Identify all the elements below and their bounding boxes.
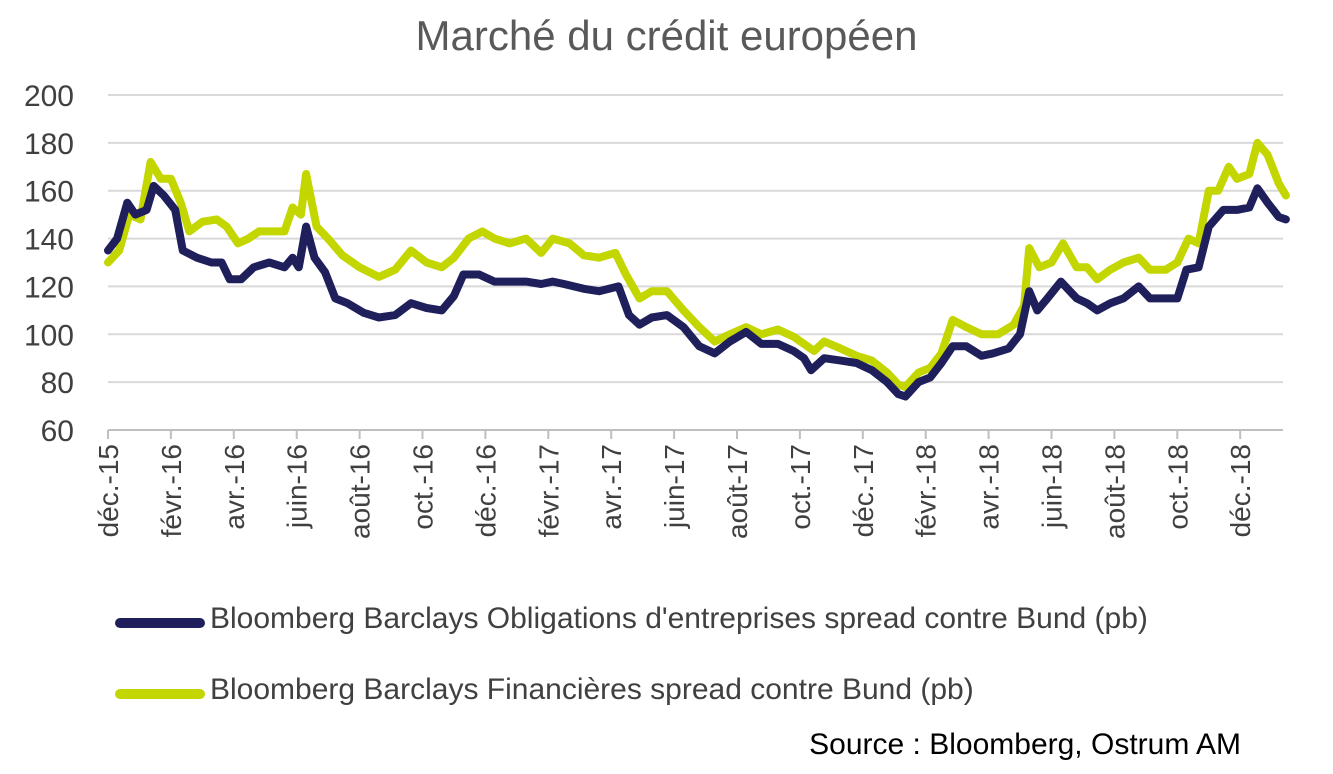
x-tick-label: août-17	[722, 444, 753, 539]
series-line-corporate	[104, 181, 1290, 401]
series-lines	[104, 138, 1290, 401]
y-axis-ticks: 60 80 100 120 140 160 180 200	[24, 80, 74, 448]
y-tick-label: 200	[24, 80, 74, 113]
x-tick-label: oct.-18	[1162, 444, 1193, 530]
legend-label-corporate: Bloomberg Barclays Obligations d'entrepr…	[210, 602, 1148, 635]
y-tick-label: 140	[24, 224, 74, 257]
x-tick-label: févr.-17	[533, 444, 564, 537]
x-tick-label: févr.-18	[911, 444, 942, 537]
x-tick-label: oct.-17	[785, 444, 816, 530]
legend-swatch-financials	[115, 689, 205, 699]
y-tick-label: 120	[24, 271, 74, 304]
y-tick-label: 180	[24, 128, 74, 161]
x-tick-label: oct.-16	[408, 444, 439, 530]
x-tick-label: août-16	[345, 444, 376, 539]
chart-title: Marché du crédit européen	[415, 12, 918, 59]
y-tick-label: 80	[41, 367, 74, 400]
y-tick-label: 100	[24, 319, 74, 352]
x-tick-label: août-18	[1099, 444, 1130, 539]
x-tick-label: déc.-18	[1225, 444, 1256, 537]
x-tick-label: déc.-17	[848, 444, 879, 537]
source-note: Source : Bloomberg, Ostrum AM	[809, 728, 1241, 761]
series-line-financials	[104, 138, 1290, 391]
legend-swatch-corporate	[115, 618, 205, 628]
x-tick-label: juin-18	[1037, 444, 1068, 529]
legend-item-corporate: Bloomberg Barclays Obligations d'entrepr…	[115, 602, 1265, 642]
x-axis: déc.-15 févr.-16 avr.-16 juin-16 août-16 oct.…	[93, 429, 1283, 539]
x-tick-label: juin-16	[282, 444, 313, 529]
x-tick-label: déc.-16	[470, 444, 501, 537]
x-tick-label: avr.-16	[219, 444, 250, 530]
y-tick-label: 160	[24, 176, 74, 209]
y-tick-label: 60	[41, 415, 74, 448]
legend-item-financials: Bloomberg Barclays Financières spread co…	[115, 673, 1265, 713]
x-tick-label: juin-17	[659, 444, 690, 529]
x-tick-label: avr.-18	[974, 444, 1005, 530]
legend-label-financials: Bloomberg Barclays Financières spread co…	[210, 673, 974, 706]
x-tick-label: févr.-16	[156, 444, 187, 537]
x-tick-label: déc.-15	[93, 444, 124, 537]
x-tick-label: avr.-17	[596, 444, 627, 530]
